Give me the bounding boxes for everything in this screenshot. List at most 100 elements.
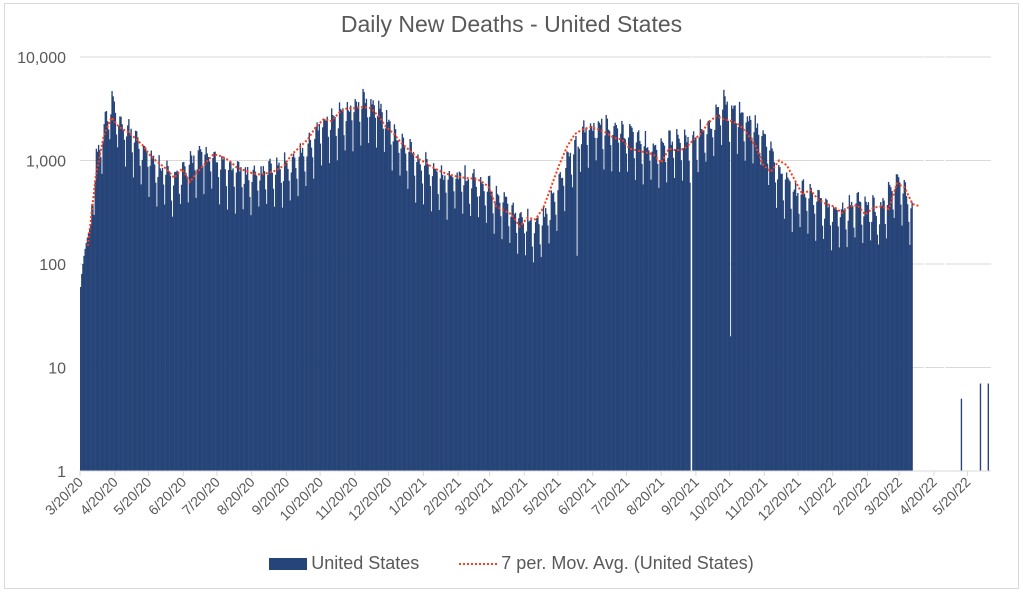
bar [155,182,157,471]
y-tick-label: 10,000 [17,50,66,67]
bar [448,170,451,472]
bar [165,174,167,472]
bar [246,166,249,472]
bar [549,220,551,471]
bar [189,151,192,471]
bar [872,195,874,471]
bar [426,159,428,471]
bar [118,126,120,472]
bar [273,206,276,471]
bar [551,193,554,471]
bar [439,178,442,471]
bar [753,132,755,471]
bar [220,169,222,471]
bar [354,99,356,471]
bar [880,202,882,471]
bar [839,217,842,471]
bar [565,167,567,471]
bar [687,136,689,472]
bar [384,128,387,472]
bar [382,128,384,471]
bar [208,161,211,471]
bar [728,141,731,471]
bar [642,184,644,471]
bar [99,150,101,471]
bar [431,176,434,471]
bar [809,183,811,471]
bar [908,221,910,471]
bar [815,240,817,471]
bar [719,125,722,472]
bar [883,200,885,471]
bar [541,225,544,471]
bar [140,184,142,471]
bar [741,112,743,471]
bar [733,105,735,472]
bar [979,383,982,471]
bar [308,132,310,471]
bar [364,103,366,472]
bar [607,129,610,471]
bar [720,144,723,471]
bar [92,203,94,471]
bar [904,182,907,472]
bar [390,144,392,471]
bar [370,99,372,472]
bar [454,208,456,471]
bar [459,172,462,471]
bar [515,232,518,471]
bar [750,119,752,472]
bar [272,188,275,471]
bar [594,137,596,472]
bar [367,143,370,471]
bar [766,163,769,472]
bar [389,121,391,471]
bar [546,213,548,471]
bar [393,124,396,472]
bar [411,153,414,471]
bar [840,209,843,472]
bar [356,106,359,471]
bar [529,220,531,471]
bar [615,125,617,471]
bar [738,101,741,471]
bar [778,165,780,472]
bar [864,196,866,472]
bar [472,173,474,471]
bar [589,123,592,471]
bar [467,179,470,471]
bar [561,177,564,471]
bar [630,125,632,471]
bar [760,164,762,471]
bar [85,242,87,471]
bar [395,140,398,471]
bar [518,218,520,471]
bar [158,155,160,471]
bar [288,180,290,472]
bar [505,196,508,471]
bar [827,207,829,472]
bar [195,197,197,471]
bar [324,119,326,471]
bar [868,221,871,471]
bar [781,173,783,471]
bar [449,175,452,471]
bar [901,225,903,471]
bar [598,122,601,471]
bar [252,169,254,471]
bar [660,138,662,471]
bar [886,205,889,471]
bar [783,218,786,471]
bar [280,182,282,471]
bar [197,150,200,472]
bar [381,112,383,472]
bar [530,219,532,471]
bar [295,168,297,471]
bar [743,141,745,471]
bar [587,167,589,472]
bar [668,130,670,472]
bar [775,207,778,471]
bar [575,135,577,472]
bar [595,160,597,471]
bar [452,177,454,472]
